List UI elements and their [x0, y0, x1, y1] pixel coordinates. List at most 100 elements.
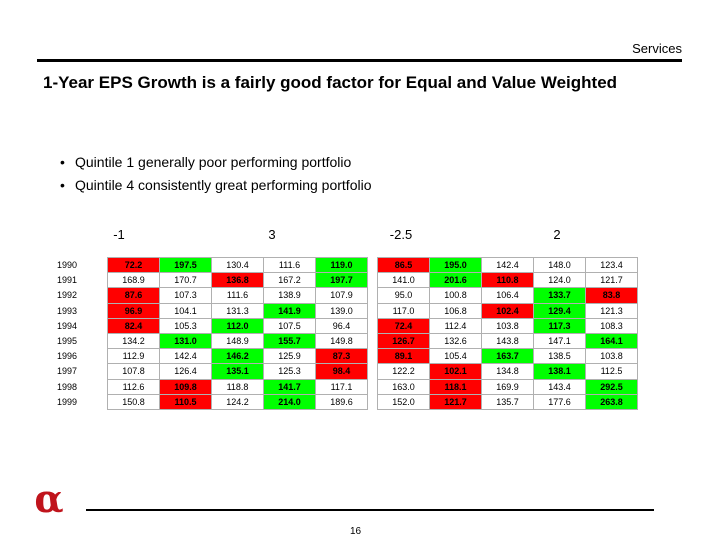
table-row: 112.6 109.8 118.8 141.7 117.1: [107, 378, 368, 395]
table-cell: 111.6: [263, 256, 316, 274]
table-cell: 112.4: [429, 317, 482, 334]
table-cell: 112.9: [107, 348, 160, 365]
table-cell: 95.0: [377, 287, 430, 304]
table-cell: 167.2: [263, 272, 316, 289]
year-labels: 1990 1991 1992 1993 1994 1995 1996 1997 1998 1999: [57, 258, 77, 410]
table-cell: 149.8: [315, 332, 368, 350]
table-cell: 164.1: [585, 332, 638, 350]
table-cell: 96.9: [107, 302, 160, 319]
table-cell: 108.3: [585, 317, 638, 334]
table-cell: 105.4: [429, 348, 482, 365]
table-row: 117.0 106.8 102.4 129.4 121.3: [377, 302, 638, 319]
table-cell: 107.8: [107, 363, 160, 380]
table-cell: 122.2: [377, 363, 430, 380]
table-cell: 117.3: [533, 317, 586, 334]
table-cell: 82.4: [107, 317, 160, 334]
table-cell: 139.0: [315, 302, 368, 319]
year-label: 1999: [57, 396, 78, 407]
table-cell: 138.5: [533, 348, 586, 365]
table-cell: 142.4: [481, 256, 534, 274]
year-label: 1994: [57, 320, 78, 331]
table-cell: 110.8: [481, 272, 534, 289]
year-label: 1997: [57, 366, 78, 377]
table-cell: 106.4: [481, 287, 534, 304]
table-cell: 292.5: [585, 378, 638, 395]
table-row: 72.2 197.5 130.4 111.6 119.0: [107, 256, 368, 274]
table-cell: 119.0: [315, 256, 368, 274]
table-cell: 135.7: [481, 393, 534, 410]
table-row: 126.7 132.6 143.8 147.1 164.1: [377, 332, 638, 350]
table-cell: 135.1: [211, 363, 264, 380]
header-divider: [37, 59, 682, 62]
table-cell: 134.8: [481, 363, 534, 380]
table-cell: 129.4: [533, 302, 586, 319]
table-cell: 100.8: [429, 287, 482, 304]
score-label: -2.5: [389, 227, 413, 242]
table-cell: 141.9: [263, 302, 316, 319]
table-cell: 87.3: [315, 348, 368, 365]
table-cell: 72.2: [107, 256, 160, 274]
table-cell: 104.1: [159, 302, 212, 319]
table-row: 87.6 107.3 111.6 138.9 107.9: [107, 287, 368, 304]
table-cell: 98.4: [315, 363, 368, 380]
table-cell: 163.0: [377, 378, 430, 395]
table-cell: 189.6: [315, 393, 368, 410]
table-row: 72.4 112.4 103.8 117.3 108.3: [377, 317, 638, 334]
footer-divider: [86, 509, 654, 511]
table-cell: 86.5: [377, 256, 430, 274]
section-label: Services: [632, 41, 682, 56]
year-label: 1992: [57, 290, 78, 301]
table-cell: 121.7: [429, 393, 482, 410]
table-cell: 125.9: [263, 348, 316, 365]
table-row: 168.9 170.7 136.8 167.2 197.7: [107, 272, 368, 289]
year-label: 1996: [57, 351, 78, 362]
table-cell: 103.8: [481, 317, 534, 334]
table-cell: 142.4: [159, 348, 212, 365]
table-row: 152.0 121.7 135.7 177.6 263.8: [377, 393, 638, 410]
table-cell: 118.1: [429, 378, 482, 395]
table-cell: 124.2: [211, 393, 264, 410]
alpha-logo-icon: α: [34, 483, 63, 519]
table-cell: 197.5: [159, 256, 212, 274]
table-cell: 112.5: [585, 363, 638, 380]
table-row: 150.8 110.5 124.2 214.0 189.6: [107, 393, 368, 410]
table-cell: 169.9: [481, 378, 534, 395]
table-cell: 170.7: [159, 272, 212, 289]
table-cell: 96.4: [315, 317, 368, 334]
table-row: 107.8 126.4 135.1 125.3 98.4: [107, 363, 368, 380]
table-cell: 131.3: [211, 302, 264, 319]
bullet-text: Quintile 1 generally poor performing por…: [75, 154, 352, 170]
table-cell: 109.8: [159, 378, 212, 395]
table-row: 89.1 105.4 163.7 138.5 103.8: [377, 348, 638, 365]
table-row: 96.9 104.1 131.3 141.9 139.0: [107, 302, 368, 319]
table-row: 95.0 100.8 106.4 133.7 83.8: [377, 287, 638, 304]
table-cell: 126.4: [159, 363, 212, 380]
table-cell: 138.9: [263, 287, 316, 304]
page-number: 16: [350, 526, 362, 537]
table-cell: 102.4: [481, 302, 534, 319]
table-cell: 136.8: [211, 272, 264, 289]
table-cell: 107.3: [159, 287, 212, 304]
table-cell: 134.2: [107, 332, 160, 350]
table-cell: 143.4: [533, 378, 586, 395]
table-cell: 72.4: [377, 317, 430, 334]
table-cell: 89.1: [377, 348, 430, 365]
table-cell: 121.3: [585, 302, 638, 319]
table-cell: 155.7: [263, 332, 316, 350]
svg-text:α: α: [34, 483, 63, 519]
table-cell: 87.6: [107, 287, 160, 304]
score-label: 3: [268, 227, 276, 242]
table-cell: 146.2: [211, 348, 264, 365]
year-label: 1991: [57, 275, 78, 286]
table-cell: 214.0: [263, 393, 316, 410]
table-cell: 125.3: [263, 363, 316, 380]
table-cell: 177.6: [533, 393, 586, 410]
bullet-item: Quintile 4 consistently great performing…: [60, 176, 371, 199]
table-cell: 117.1: [315, 378, 368, 395]
table-cell: 132.6: [429, 332, 482, 350]
table-cell: 118.8: [211, 378, 264, 395]
table-cell: 103.8: [585, 348, 638, 365]
bullet-item: Quintile 1 generally poor performing por…: [60, 153, 371, 176]
table-cell: 141.7: [263, 378, 316, 395]
table-cell: 124.0: [533, 272, 586, 289]
